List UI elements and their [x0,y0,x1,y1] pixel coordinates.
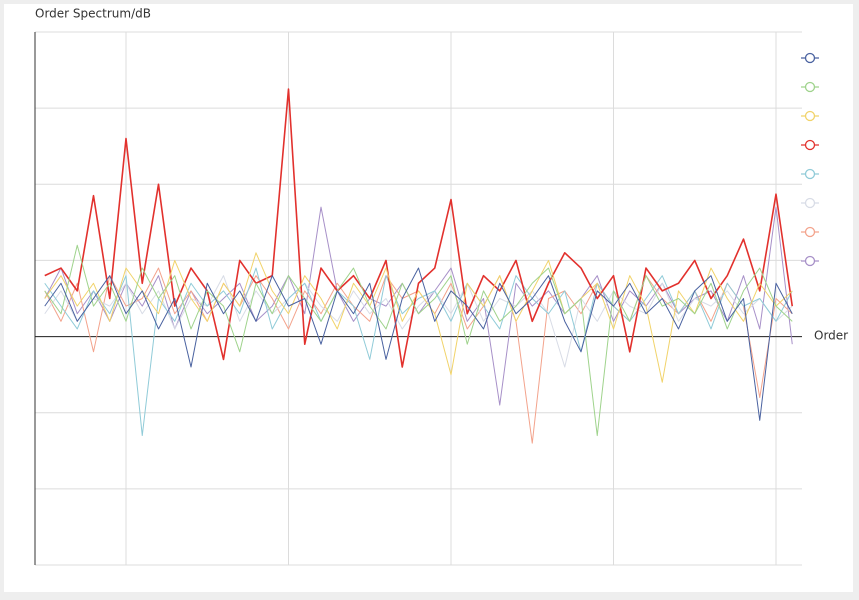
legend-marker [804,255,816,267]
series-line [44,267,793,421]
chart-panel [4,4,853,592]
chart-title: Order Spectrum/dB [35,7,151,21]
legend-marker [804,226,816,238]
series-line [44,252,793,383]
series-line [44,88,794,368]
legend-marker [804,110,816,122]
legend-marker [804,139,816,151]
legend-marker [804,168,816,180]
legend-marker [804,197,816,209]
series-line [44,244,793,437]
legend-marker [804,52,816,64]
legend-marker [804,81,816,93]
series-line [44,275,793,368]
x-axis-label: Order [814,329,848,343]
